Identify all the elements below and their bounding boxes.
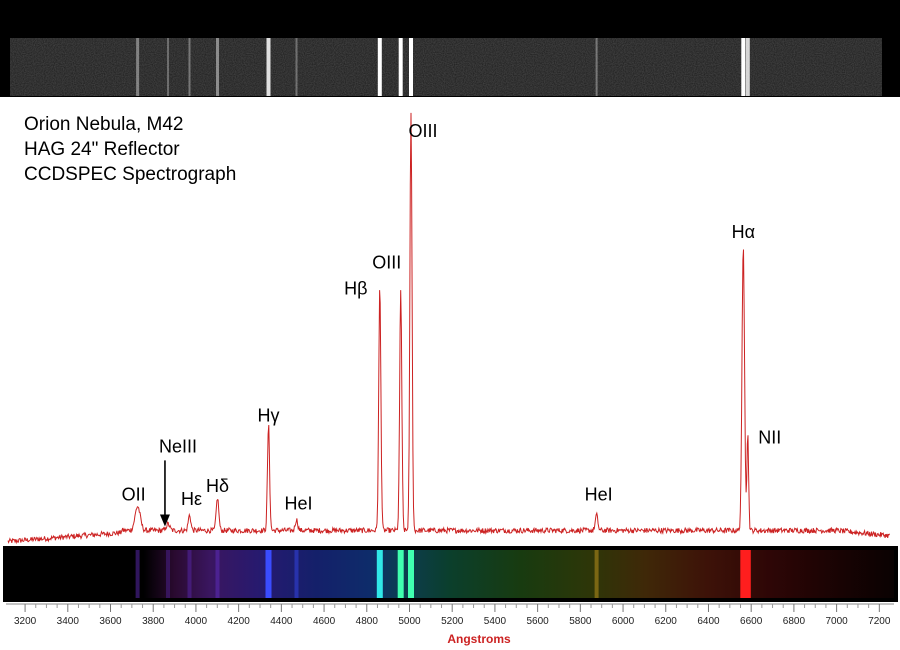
x-axis-ticks: 3200 3400 3600 3800 4000 4200 4400 4600 4800 5000… [14,604,891,627]
x-tick-label-5200: 5200 [441,616,464,627]
x-tick-label-6800: 6800 [783,616,806,627]
raw-spectrum-noise [10,38,882,96]
x-tick-label-6400: 6400 [697,616,720,627]
x-tick-label-5800: 5800 [569,616,592,627]
annotation-label-11: HeI [585,485,613,505]
raw-emission-line-7 [398,38,403,96]
x-tick-label-6600: 6600 [740,616,763,627]
band-emission-line-3 [215,550,220,598]
x-axis-label: Angstroms [447,632,511,646]
annotation-label-6: NeIII [159,436,197,456]
annotation-label-4: NII [758,428,781,448]
x-tick-label-6000: 6000 [612,616,635,627]
x-tick-label-5400: 5400 [484,616,507,627]
x-tick-label-5000: 5000 [398,616,421,627]
band-emission-line-11 [744,550,751,598]
x-tick-label-3200: 3200 [14,616,37,627]
band-emission-line-7 [397,550,404,598]
band-emission-line-6 [376,550,383,598]
x-tick-label-4200: 4200 [228,616,251,627]
band-emission-line-2 [187,550,192,598]
x-tick-label-3600: 3600 [99,616,122,627]
raw-emission-line-1 [167,38,169,96]
annotation-arrow-head [159,514,170,527]
annotation-label-1: OIII [372,252,401,272]
band-emission-line-4 [265,550,272,598]
x-tick-label-7000: 7000 [825,616,848,627]
raw-spectrum-lines [136,38,750,96]
x-tick-label-4800: 4800 [356,616,379,627]
annotation-label-2: Hβ [344,279,367,299]
title-line-2: HAG 24" Reflector [24,139,180,160]
x-tick-label-4600: 4600 [313,616,336,627]
raw-emission-line-9 [595,38,598,96]
raw-emission-line-0 [136,38,140,96]
title-line-1: Orion Nebula, M42 [24,114,183,135]
raw-emission-line-4 [266,38,271,96]
raw-emission-line-11 [745,38,750,96]
band-emission-line-8 [408,550,414,598]
x-tick-label-6200: 6200 [655,616,678,627]
x-tick-label-4000: 4000 [185,616,208,627]
x-tick-label-4400: 4400 [270,616,293,627]
annotation-label-9: OII [122,485,146,505]
color-band-lines [135,550,751,598]
x-tick-label-5600: 5600 [527,616,550,627]
x-tick-label-3800: 3800 [142,616,165,627]
raw-emission-line-2 [188,38,191,96]
annotation-label-10: HeI [284,493,312,513]
title-line-3: CCDSPEC Spectrograph [24,164,236,185]
annotation-label-5: Hγ [258,406,280,426]
chart-title-block: Orion Nebula, M42 HAG 24" Reflector CCDS… [24,114,236,185]
series-line-m42 [7,112,891,545]
x-tick-label-3400: 3400 [57,616,80,627]
raw-emission-line-8 [409,38,413,96]
x-tick-label-7200: 7200 [868,616,891,627]
annotation-label-0: OIII [408,121,437,141]
band-emission-line-10 [740,550,747,598]
annotation-label-8: Hε [181,489,202,509]
raw-emission-line-10 [741,38,746,96]
band-emission-line-0 [135,550,140,598]
raw-emission-line-3 [216,38,219,96]
annotation-label-3: Hα [732,222,755,242]
band-emission-line-5 [294,550,299,598]
annotation-label-7: Hδ [206,476,229,496]
raw-emission-line-6 [377,38,382,96]
band-emission-line-9 [594,550,599,598]
band-emission-line-1 [166,550,170,598]
raw-emission-line-5 [295,38,298,96]
